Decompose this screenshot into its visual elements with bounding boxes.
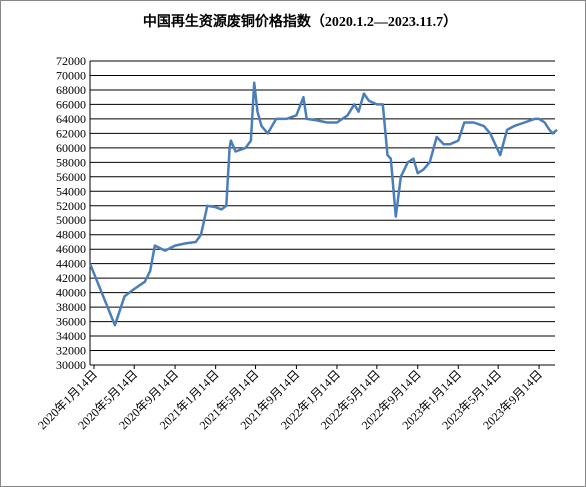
y-tick-label: 48000 — [56, 228, 86, 242]
y-tick-label: 68000 — [56, 83, 86, 97]
y-tick-label: 54000 — [56, 184, 86, 198]
y-tick-label: 56000 — [56, 170, 86, 184]
y-tick-label: 42000 — [56, 271, 86, 285]
y-tick-label: 30000 — [56, 358, 86, 372]
y-tick-label: 70000 — [56, 68, 86, 82]
y-tick-label: 60000 — [56, 141, 86, 155]
y-tick-label: 38000 — [56, 300, 86, 314]
y-tick-label: 44000 — [56, 257, 86, 271]
y-tick-label: 66000 — [56, 97, 86, 111]
y-tick-label: 32000 — [56, 344, 86, 358]
y-tick-label: 52000 — [56, 199, 86, 213]
y-tick-label: 62000 — [56, 126, 86, 140]
y-tick-label: 72000 — [56, 54, 86, 68]
y-tick-label: 36000 — [56, 315, 86, 329]
y-tick-label: 58000 — [56, 155, 86, 169]
series-line — [88, 81, 558, 327]
y-tick-label: 46000 — [56, 242, 86, 256]
y-tick-label: 64000 — [56, 112, 86, 126]
y-tick-label: 50000 — [56, 213, 86, 227]
y-tick-label: 34000 — [56, 329, 86, 343]
chart-title: 中国再生资源废铜价格指数（2020.1.2—2023.11.7） — [143, 13, 457, 30]
y-tick-label: 40000 — [56, 286, 86, 300]
